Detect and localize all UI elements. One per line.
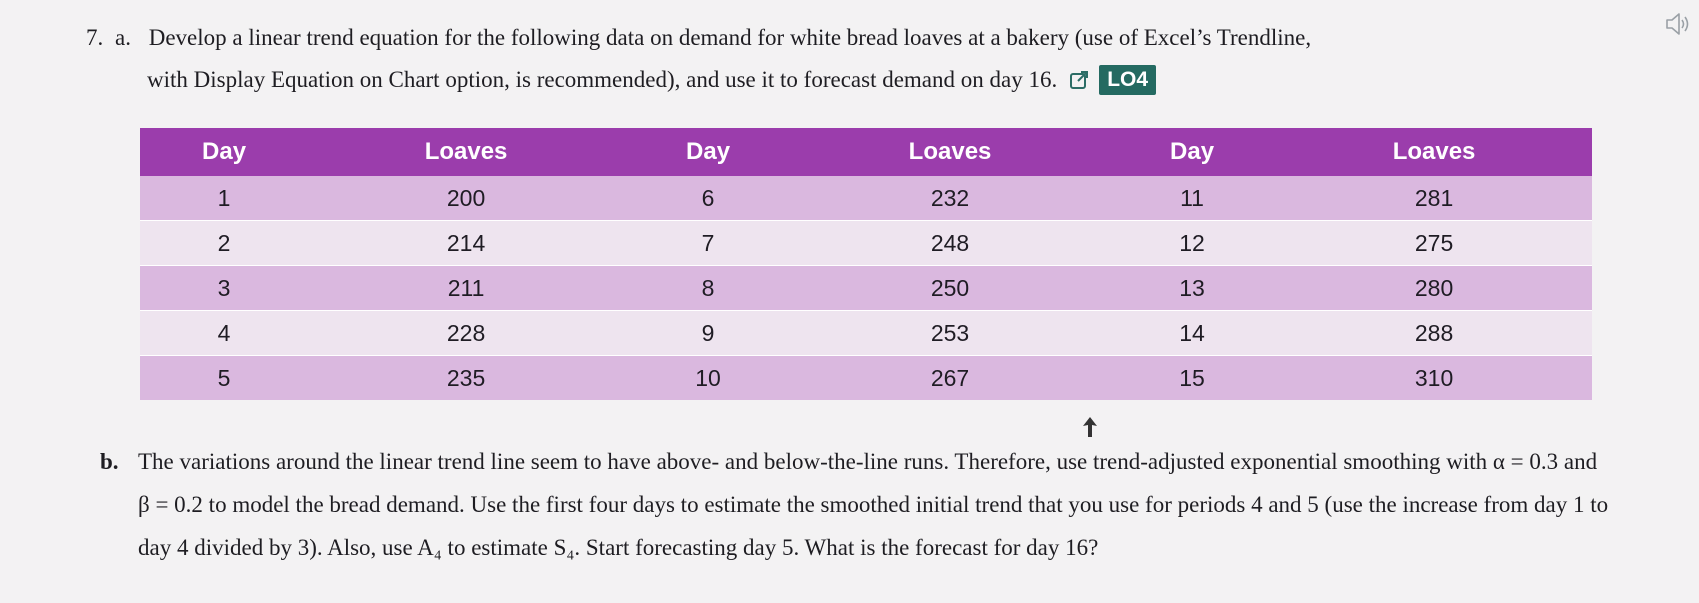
part-a-text-line1: Develop a linear trend equation for the … (148, 25, 1312, 50)
speaker-icon[interactable] (1663, 10, 1691, 38)
table-cell: 211 (308, 265, 624, 311)
table-row: 2 214 7 248 12 275 (140, 220, 1592, 266)
table-row: 1 200 6 232 11 281 (140, 176, 1592, 221)
table-cell: 1 (217, 184, 231, 211)
table-row: 4 228 9 253 14 288 (140, 310, 1592, 356)
table-cell: 275 (1276, 220, 1592, 266)
table-cell: 214 (308, 220, 624, 266)
table-row: 3 211 8 250 13 280 (140, 265, 1592, 311)
table-header-row: Day Loaves Day Loaves Day Loaves (140, 128, 1592, 176)
table-cell: 3 (140, 265, 309, 311)
mouse-cursor-icon (1083, 417, 1097, 437)
table-cell: 248 (792, 220, 1108, 266)
table-cell: 232 (930, 184, 970, 211)
table-cell: 250 (792, 265, 1108, 311)
table-cell: 281 (1414, 184, 1454, 211)
question-line-2: with Display Equation on Chart option, i… (147, 62, 1157, 98)
table-cell: 9 (623, 310, 793, 356)
header-day-1: Day (202, 138, 247, 165)
table-cell: 10 (623, 355, 793, 400)
table-cell: 14 (1107, 310, 1277, 356)
table-cell: 8 (623, 265, 793, 311)
table-cell: 5 (140, 355, 309, 400)
part-a-text-line2: with Display Equation on Chart option, i… (147, 67, 1058, 92)
question-number: 7. (86, 25, 104, 50)
part-b-text: The variations around the linear trend l… (138, 449, 1609, 560)
table-cell: 6 (701, 184, 715, 211)
table-cell: 2 (140, 220, 309, 266)
table-cell: 4 (140, 310, 309, 356)
table-cell: 200 (446, 184, 486, 211)
table-cell: 7 (623, 220, 793, 266)
table-cell: 11 (1180, 184, 1204, 211)
part-a-label: a. (115, 25, 131, 50)
table-cell: 15 (1107, 355, 1277, 400)
header-loaves-1: Loaves (424, 138, 508, 165)
header-loaves-3: Loaves (1392, 138, 1476, 165)
table-cell: 280 (1276, 265, 1592, 311)
table-row: 5 235 10 267 15 310 (140, 355, 1592, 400)
demand-table: Day Loaves Day Loaves Day Loaves 1 200 6… (140, 128, 1592, 400)
table-cell: 310 (1276, 355, 1592, 400)
part-b-label: b. (100, 449, 119, 474)
lo4-badge[interactable]: LO4 (1099, 65, 1157, 95)
table-cell: 253 (792, 310, 1108, 356)
table-cell: 267 (792, 355, 1108, 400)
part-b: b. The variations around the linear tren… (100, 440, 1610, 569)
header-day-3: Day (1170, 138, 1215, 165)
question-line-1: 7. a. Develop a linear trend equation fo… (86, 20, 1311, 56)
table-cell: 228 (308, 310, 624, 356)
external-link-icon[interactable] (1069, 70, 1089, 90)
header-loaves-2: Loaves (908, 138, 992, 165)
table-cell: 13 (1107, 265, 1277, 311)
table-cell: 235 (308, 355, 624, 400)
table-cell: 288 (1276, 310, 1592, 356)
table-cell: 12 (1107, 220, 1277, 266)
header-day-2: Day (686, 138, 731, 165)
